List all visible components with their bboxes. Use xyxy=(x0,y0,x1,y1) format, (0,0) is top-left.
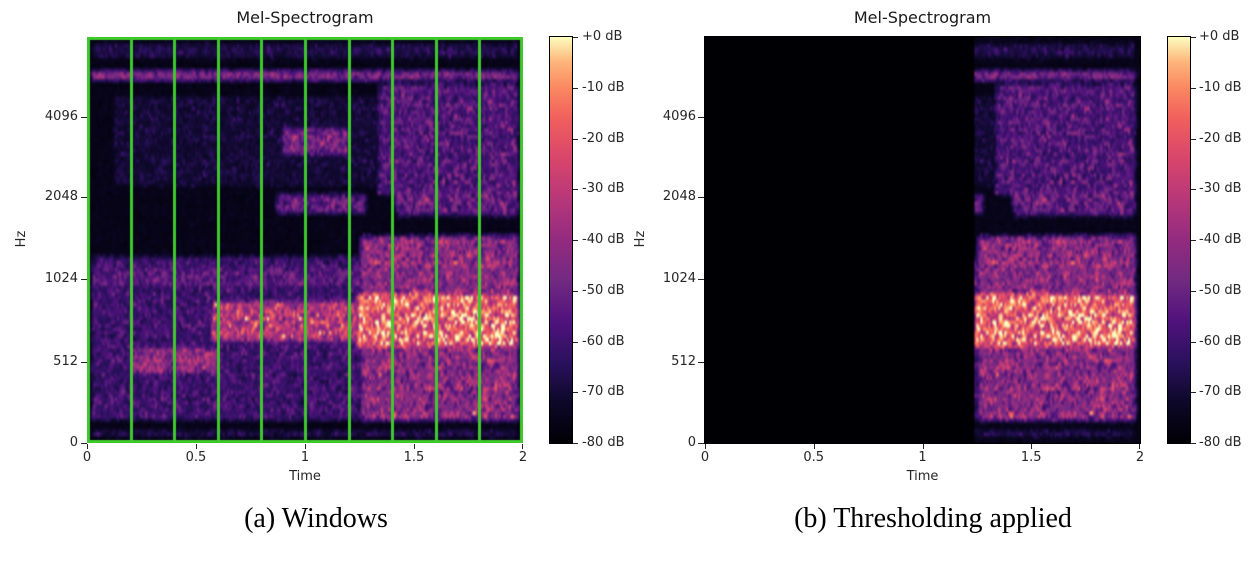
y-tick-label: 4096 xyxy=(44,108,78,124)
colorbar-tick-label: +0 dB xyxy=(1199,29,1240,44)
y-axis-tick xyxy=(698,443,704,444)
panel-b-x-axis-label: Time xyxy=(906,469,939,484)
panel-a-x-axis-label: Time xyxy=(289,469,321,484)
panel-b-title: Mel-Spectrogram xyxy=(853,8,992,27)
y-axis-tick xyxy=(81,361,87,363)
colorbar-tick-label: -20 dB xyxy=(582,130,625,146)
colorbar-tick-label: -80 dB xyxy=(582,435,625,450)
colorbar-tick-label: -60 dB xyxy=(582,333,625,349)
y-axis-tick xyxy=(81,278,87,280)
y-tick-label: 512 xyxy=(53,353,78,369)
colorbar-tick xyxy=(1191,189,1196,191)
x-tick-label: 0 xyxy=(700,450,710,465)
x-tick-label: 2 xyxy=(518,450,528,465)
y-tick-label: 2048 xyxy=(44,188,78,204)
colorbar-tick-label: +0 dB xyxy=(582,29,623,44)
x-axis-tick xyxy=(522,444,523,449)
x-tick-label: 1 xyxy=(918,450,927,465)
panel-b-colorbar xyxy=(1167,36,1191,444)
colorbar-tick xyxy=(573,341,578,343)
colorbar-tick xyxy=(573,290,578,292)
panel-b-caption: (b) Thresholding applied xyxy=(794,503,1072,534)
panel-a-colorbar xyxy=(549,36,573,444)
colorbar-tick-label: -10 dB xyxy=(1199,79,1242,95)
y-axis-tick xyxy=(81,116,87,118)
colorbar-tick xyxy=(573,87,578,89)
x-tick-label: 0.5 xyxy=(185,450,207,465)
colorbar-tick xyxy=(1191,392,1196,394)
colorbar-tick xyxy=(1191,37,1196,38)
colorbar-tick-label: -70 dB xyxy=(1199,384,1242,400)
colorbar-tick xyxy=(573,443,578,444)
colorbar-tick xyxy=(573,37,578,38)
y-tick-label: 2048 xyxy=(662,188,696,204)
panel-a-spectrogram-canvas-with-window-grid xyxy=(87,37,523,443)
x-axis-tick xyxy=(922,444,924,449)
y-tick-label: 4096 xyxy=(662,108,696,124)
colorbar-tick xyxy=(573,240,578,241)
y-axis-tick xyxy=(81,196,87,198)
colorbar-tick-label: -40 dB xyxy=(582,232,625,247)
colorbar-tick-label: -20 dB xyxy=(1199,130,1242,146)
colorbar-tick-label: -50 dB xyxy=(1199,282,1242,298)
colorbar-tick xyxy=(1191,443,1196,444)
y-axis-tick xyxy=(698,116,704,118)
y-axis-tick xyxy=(81,443,87,444)
panel-b-spectrogram-canvas-thresholded xyxy=(704,36,1141,444)
x-tick-label: 1.5 xyxy=(403,450,425,465)
x-axis-tick xyxy=(705,444,706,449)
x-axis-tick xyxy=(1139,444,1140,449)
colorbar-tick xyxy=(1191,290,1196,292)
x-tick-label: 0 xyxy=(82,450,92,465)
x-axis-tick xyxy=(305,444,306,449)
y-axis-tick xyxy=(698,196,704,198)
x-tick-label: 0.5 xyxy=(803,450,825,465)
y-tick-label: 0 xyxy=(687,435,696,450)
x-axis-tick xyxy=(813,444,815,449)
x-tick-label: 1.5 xyxy=(1020,450,1042,465)
y-tick-label: 0 xyxy=(69,435,78,450)
y-tick-label: 1024 xyxy=(44,270,78,286)
x-axis-tick xyxy=(87,444,88,449)
colorbar-tick-label: -30 dB xyxy=(582,181,625,197)
colorbar-tick xyxy=(1191,87,1196,89)
colorbar-tick-label: -60 dB xyxy=(1199,333,1242,349)
colorbar-tick-label: -30 dB xyxy=(1199,181,1242,197)
colorbar-tick-label: -70 dB xyxy=(582,384,625,400)
panel-a-y-axis-label: Hz xyxy=(14,230,29,248)
colorbar-tick xyxy=(1191,138,1196,140)
x-axis-tick xyxy=(414,444,415,449)
x-tick-label: 1 xyxy=(300,450,310,465)
colorbar-tick xyxy=(573,392,578,394)
y-axis-tick xyxy=(698,361,704,363)
x-tick-label: 2 xyxy=(1135,450,1145,465)
colorbar-tick-label: -40 dB xyxy=(1199,232,1242,247)
y-tick-label: 1024 xyxy=(662,270,696,286)
colorbar-tick xyxy=(573,138,578,140)
y-tick-label: 512 xyxy=(671,353,696,369)
colorbar-tick xyxy=(1191,341,1196,343)
colorbar-tick-label: -80 dB xyxy=(1199,435,1242,450)
x-axis-tick xyxy=(1031,444,1033,449)
colorbar-tick-label: -10 dB xyxy=(582,79,625,95)
colorbar-tick xyxy=(573,189,578,191)
y-axis-tick xyxy=(698,278,704,280)
panel-a-caption: (a) Windows xyxy=(244,503,388,534)
x-axis-tick xyxy=(196,444,197,449)
colorbar-tick-label: -50 dB xyxy=(582,282,625,298)
colorbar-tick xyxy=(1191,240,1196,241)
panel-a-title: Mel-Spectrogram xyxy=(236,8,374,27)
